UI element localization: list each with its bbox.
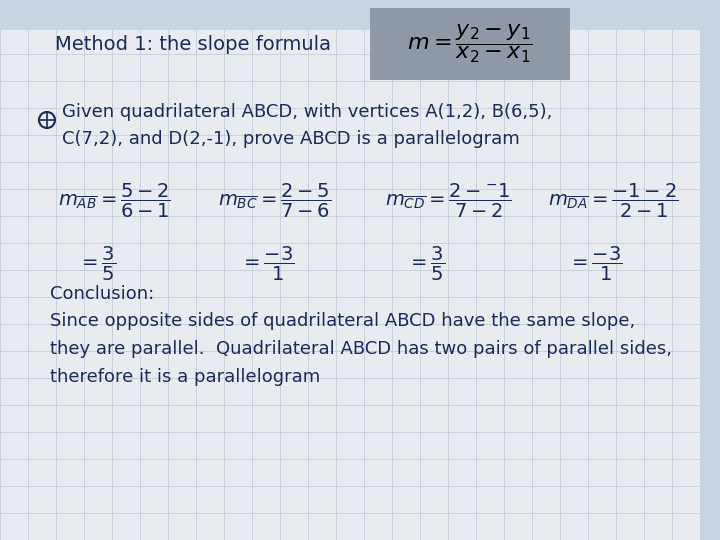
Text: $m_{\overline{DA}} = \dfrac{-1-2}{2-1}$: $m_{\overline{DA}} = \dfrac{-1-2}{2-1}$ bbox=[548, 182, 678, 220]
Text: $m_{\overline{CD}} = \dfrac{2-{}^{-}1}{7-2}$: $m_{\overline{CD}} = \dfrac{2-{}^{-}1}{7… bbox=[385, 182, 511, 220]
Bar bbox=[700, 0, 720, 540]
Text: therefore it is a parallelogram: therefore it is a parallelogram bbox=[50, 368, 320, 386]
Text: they are parallel.  Quadrilateral ABCD has two pairs of parallel sides,: they are parallel. Quadrilateral ABCD ha… bbox=[50, 340, 672, 358]
Bar bbox=[0, 0, 720, 30]
Text: Conclusion:: Conclusion: bbox=[50, 285, 154, 303]
Text: $m = \dfrac{y_2 - y_1}{x_2 - x_1}$: $m = \dfrac{y_2 - y_1}{x_2 - x_1}$ bbox=[408, 23, 533, 65]
Text: $m_{\overline{BC}} = \dfrac{2-5}{7-6}$: $m_{\overline{BC}} = \dfrac{2-5}{7-6}$ bbox=[218, 182, 331, 220]
Text: $=\dfrac{-3}{1}$: $=\dfrac{-3}{1}$ bbox=[240, 245, 294, 283]
Text: C(7,2), and D(2,-1), prove ABCD is a parallelogram: C(7,2), and D(2,-1), prove ABCD is a par… bbox=[62, 130, 520, 148]
Text: $=\dfrac{-3}{1}$: $=\dfrac{-3}{1}$ bbox=[568, 245, 623, 283]
Text: Given quadrilateral ABCD, with vertices A(1,2), B(6,5),: Given quadrilateral ABCD, with vertices … bbox=[62, 103, 552, 121]
Text: Method 1: the slope formula: Method 1: the slope formula bbox=[55, 35, 331, 53]
Text: $=\dfrac{3}{5}$: $=\dfrac{3}{5}$ bbox=[407, 245, 446, 283]
Text: $=\dfrac{3}{5}$: $=\dfrac{3}{5}$ bbox=[78, 245, 117, 283]
Text: Since opposite sides of quadrilateral ABCD have the same slope,: Since opposite sides of quadrilateral AB… bbox=[50, 312, 635, 330]
Bar bbox=[370, 8, 570, 80]
Text: $m_{\overline{AB}} = \dfrac{5-2}{6-1}$: $m_{\overline{AB}} = \dfrac{5-2}{6-1}$ bbox=[58, 182, 171, 220]
